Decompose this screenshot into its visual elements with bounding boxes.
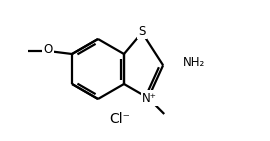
Text: N⁺: N⁺ — [142, 92, 157, 104]
Text: Cl⁻: Cl⁻ — [110, 112, 130, 126]
Text: NH₂: NH₂ — [183, 56, 205, 69]
Text: S: S — [138, 25, 146, 38]
Text: O: O — [43, 43, 53, 56]
